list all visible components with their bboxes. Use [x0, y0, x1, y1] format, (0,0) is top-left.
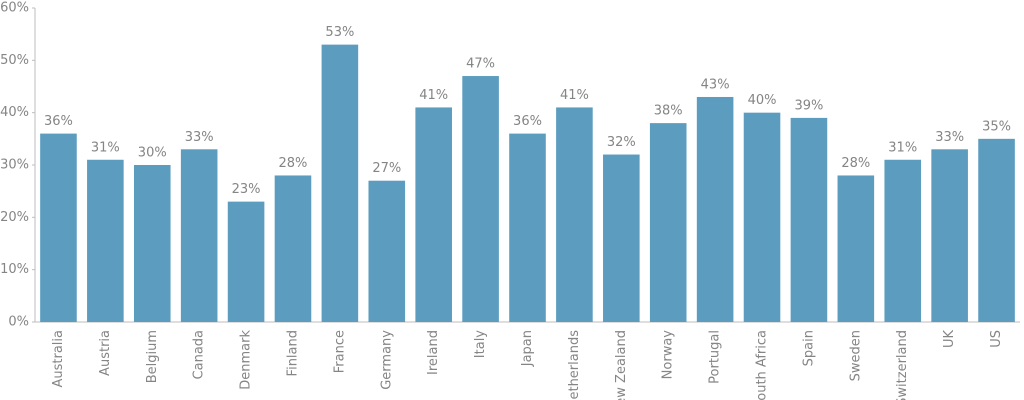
y-tick-label: 20%	[0, 210, 29, 225]
value-label: 53%	[325, 25, 354, 40]
value-label: 36%	[513, 114, 542, 129]
bar	[556, 107, 593, 322]
value-label: 27%	[372, 161, 401, 176]
y-tick-label: 50%	[0, 53, 29, 68]
bar	[87, 159, 124, 322]
bar	[790, 117, 828, 323]
value-label: 31%	[91, 140, 120, 155]
x-tick-label: US	[989, 330, 1004, 348]
bar	[133, 165, 171, 322]
y-tick-label: 40%	[0, 105, 29, 120]
value-label: 36%	[44, 114, 73, 129]
value-label: 41%	[419, 88, 448, 103]
bar	[743, 112, 781, 323]
x-tick-label: Finland	[285, 330, 300, 376]
bar	[274, 175, 312, 322]
y-tick-label: 10%	[0, 262, 29, 277]
value-label: 39%	[794, 98, 823, 113]
bar	[227, 201, 265, 322]
bar	[415, 107, 452, 322]
x-tick-label: Japan	[520, 330, 535, 367]
x-tick-label: Portugal	[708, 330, 723, 384]
bar	[978, 138, 1015, 322]
value-label: 23%	[232, 182, 261, 197]
x-tick-label: UK	[942, 330, 957, 349]
bar	[884, 159, 922, 322]
x-tick-label: Sweden	[848, 330, 863, 381]
bar	[696, 96, 734, 322]
x-tick-label: New Zealand	[614, 330, 629, 400]
value-label: 32%	[607, 135, 636, 150]
bar	[509, 133, 546, 322]
value-label: 28%	[279, 156, 308, 171]
bar	[40, 133, 77, 322]
x-tick-label: Norway	[661, 330, 676, 380]
bar	[649, 123, 687, 322]
x-tick-label: Spain	[801, 330, 816, 366]
y-tick-label: 30%	[0, 158, 29, 173]
x-tick-label: Ireland	[426, 330, 441, 375]
bar	[603, 154, 640, 322]
value-label: 33%	[935, 130, 964, 145]
x-tick-label: Germany	[379, 330, 394, 390]
bar	[321, 44, 359, 323]
x-tick-label: Netherlands	[567, 330, 582, 400]
x-tick-label: Austria	[98, 330, 113, 376]
y-tick-label: 0%	[8, 315, 29, 330]
value-label: 38%	[654, 104, 683, 119]
value-label: 43%	[701, 77, 730, 92]
bar	[180, 149, 218, 322]
x-tick-label: Australia	[51, 330, 66, 388]
x-tick-label: South Africa	[755, 330, 770, 400]
bar	[837, 175, 875, 322]
value-label: 31%	[888, 140, 917, 155]
x-tick-label: Italy	[473, 330, 488, 359]
bar	[368, 180, 406, 322]
value-label: 33%	[185, 130, 214, 145]
x-tick-label: Switzerland	[895, 330, 910, 400]
bar	[931, 149, 968, 322]
bar	[462, 76, 499, 323]
x-tick-label: France	[332, 330, 347, 373]
y-tick-label: 60%	[0, 1, 29, 16]
x-tick-label: Denmark	[239, 330, 254, 390]
value-label: 40%	[748, 93, 777, 108]
value-label: 30%	[138, 146, 167, 161]
value-label: 28%	[841, 156, 870, 171]
x-tick-label: Canada	[192, 330, 207, 379]
value-label: 41%	[560, 88, 589, 103]
value-label: 47%	[466, 57, 495, 72]
x-tick-label: Belgium	[145, 330, 160, 383]
value-label: 35%	[982, 119, 1011, 134]
